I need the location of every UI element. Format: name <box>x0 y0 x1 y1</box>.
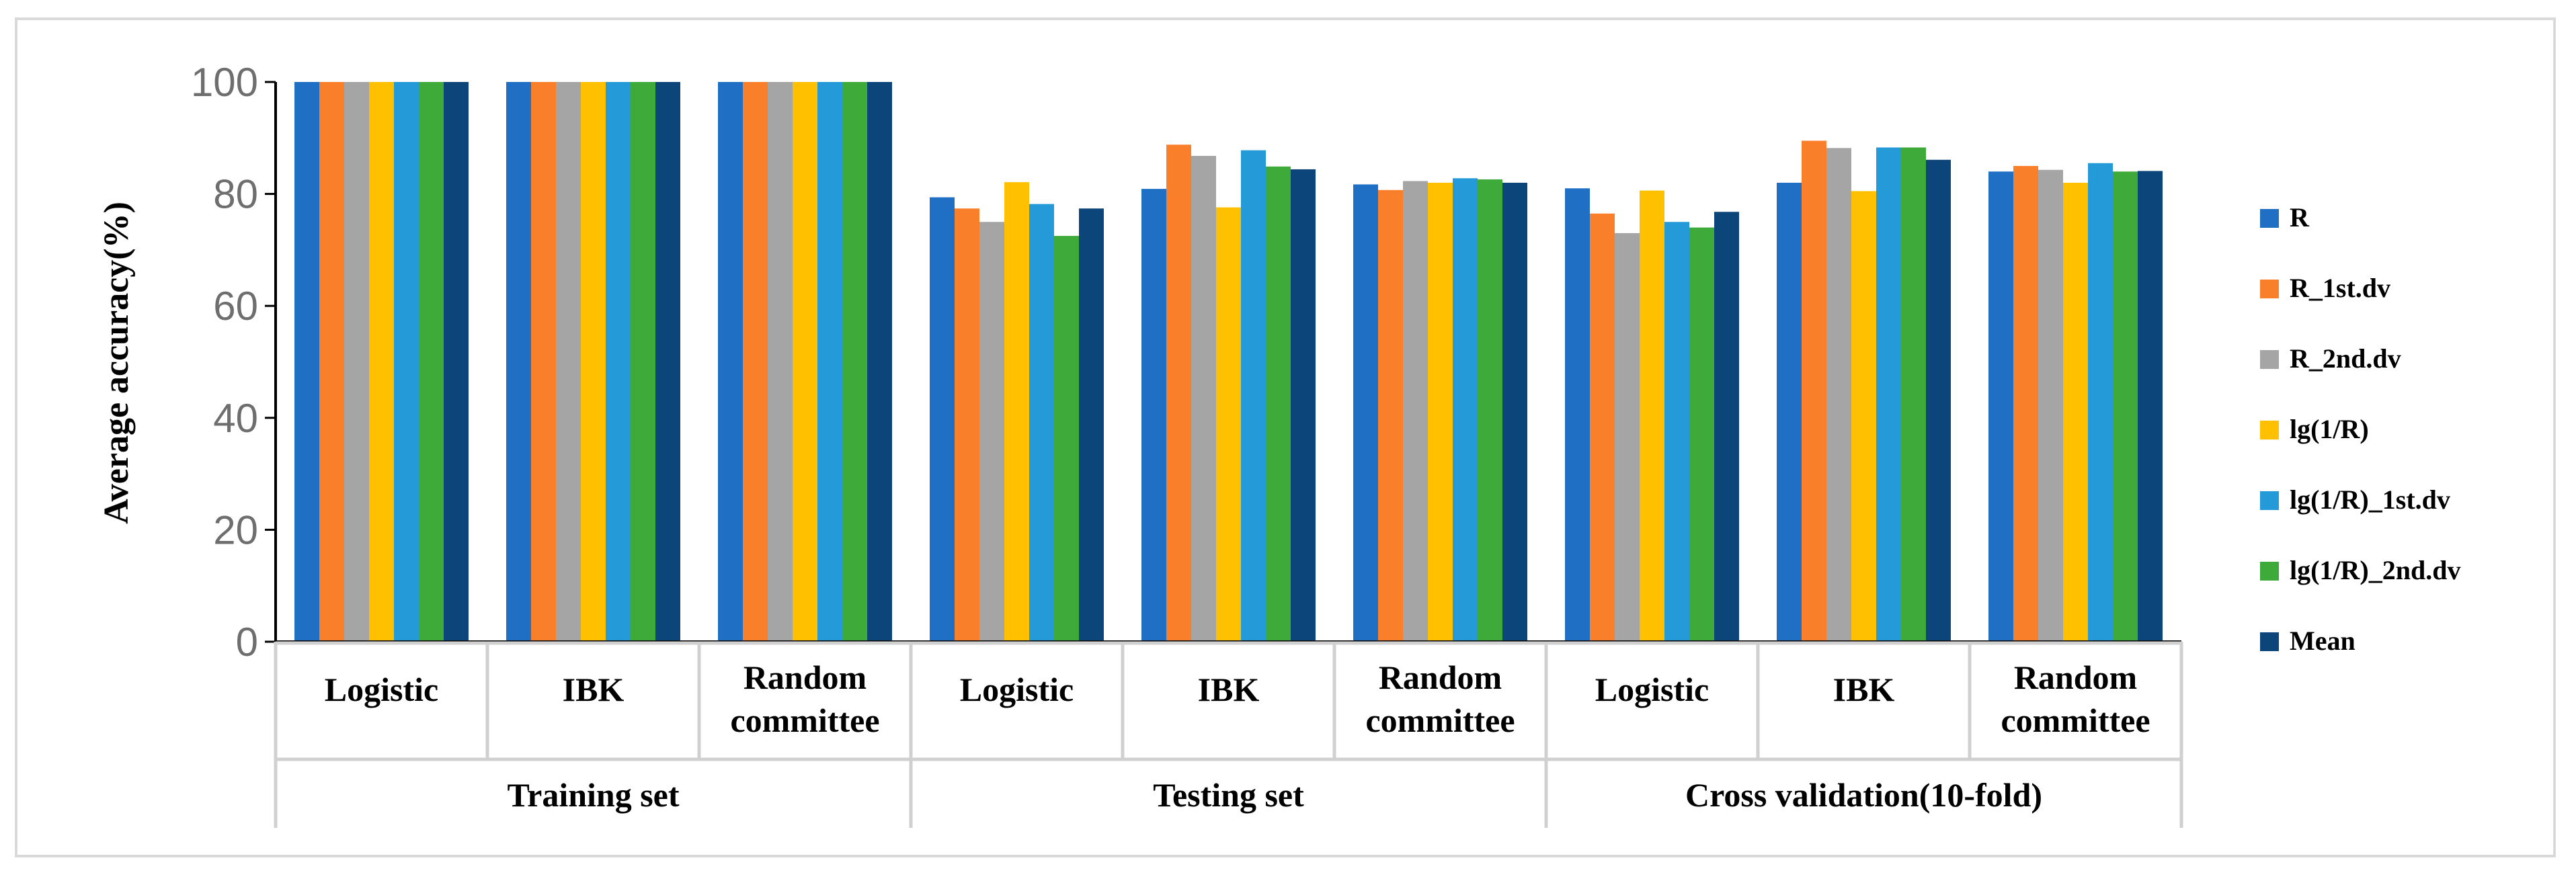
bar-mean <box>655 82 680 642</box>
bar-lg-1-r-1st-dv <box>394 82 419 642</box>
bar-lg-1-r-1st-dv <box>1876 147 1901 642</box>
bar-lg-1-r-2nd-dv <box>419 82 444 642</box>
bar-r-2nd-dv <box>1826 148 1851 642</box>
bar-lg-1-r-1st-dv <box>1664 222 1689 642</box>
bar-r-1st-dv <box>531 82 556 642</box>
bar-lg-1-r-1st-dv <box>2088 163 2113 642</box>
legend-label: Mean <box>2290 626 2356 656</box>
bar-lg-1-r-2nd-dv <box>1478 179 1502 642</box>
category-label: IBK <box>1198 671 1260 708</box>
legend-swatch <box>2260 350 2279 369</box>
bar-mean <box>1079 208 1104 642</box>
y-tick-label: 100 <box>191 60 258 105</box>
bar-r <box>1141 189 1166 642</box>
group-label: Training set <box>507 776 679 814</box>
category-label: Logistic <box>960 671 1074 708</box>
bar-mean <box>1291 169 1316 642</box>
bar-r <box>506 82 531 642</box>
bar-lg-1-r- <box>1004 182 1029 642</box>
bar-mean <box>1926 159 1951 642</box>
bar-r-2nd-dv <box>2038 169 2063 642</box>
bar-r <box>1565 188 1590 642</box>
bar-r-2nd-dv <box>979 222 1004 642</box>
bar-r <box>294 82 319 642</box>
bar-r <box>930 197 955 642</box>
bar-lg-1-r-2nd-dv <box>1054 236 1079 642</box>
bar-lg-1-r- <box>793 82 817 642</box>
bar-r <box>1353 184 1378 642</box>
bar-lg-1-r- <box>369 82 394 642</box>
y-tick-label: 60 <box>213 284 258 329</box>
y-axis-label: Average accuracy(%) <box>97 202 136 524</box>
legend-label: R <box>2290 202 2310 233</box>
bar-r-1st-dv <box>1166 144 1191 642</box>
legend-label: lg(1/R)_1st.dv <box>2290 484 2450 515</box>
bar-r-1st-dv <box>955 208 979 642</box>
category-label: Random committee <box>2001 659 2150 739</box>
bar-r-1st-dv <box>1378 189 1403 642</box>
bar-r-2nd-dv <box>344 82 369 642</box>
bar-mean <box>2138 171 2163 642</box>
legend-swatch <box>2260 491 2279 510</box>
bar-lg-1-r- <box>1216 207 1241 642</box>
bar-r-1st-dv <box>743 82 768 642</box>
bar-mean <box>1714 212 1739 642</box>
bar-lg-1-r-1st-dv <box>1241 150 1266 642</box>
legend-swatch <box>2260 280 2279 298</box>
bar-mean <box>1502 182 1527 642</box>
legend-swatch <box>2260 209 2279 228</box>
category-label: Random committee <box>730 659 879 739</box>
bar-lg-1-r-1st-dv <box>606 82 631 642</box>
legend-swatch <box>2260 421 2279 439</box>
bar-lg-1-r-2nd-dv <box>1901 147 1926 642</box>
bar-r-2nd-dv <box>768 82 793 642</box>
category-label: Logistic <box>1595 671 1709 708</box>
legend-label: lg(1/R) <box>2290 414 2369 444</box>
bar-lg-1-r-1st-dv <box>1453 178 1478 642</box>
bar-lg-1-r- <box>1640 190 1664 642</box>
bar-r <box>718 82 743 642</box>
bar-r-1st-dv <box>1802 140 1826 642</box>
bar-r-2nd-dv <box>1403 181 1428 642</box>
group-label: Cross validation(10-fold) <box>1685 776 2042 814</box>
y-tick-label: 0 <box>236 620 258 665</box>
legend-label: R_2nd.dv <box>2290 343 2401 374</box>
legend-swatch <box>2260 562 2279 581</box>
bar-r <box>1777 182 1802 642</box>
group-label: Testing set <box>1153 776 1304 814</box>
bar-r <box>1988 171 2013 642</box>
legend-label: R_1st.dv <box>2290 273 2390 303</box>
bar-r-1st-dv <box>1590 213 1615 642</box>
bar-lg-1-r- <box>581 82 606 642</box>
bar-lg-1-r-2nd-dv <box>842 82 867 642</box>
category-label: Random committee <box>1365 659 1515 739</box>
category-label: IBK <box>1833 671 1895 708</box>
bar-lg-1-r-2nd-dv <box>631 82 655 642</box>
bar-r-2nd-dv <box>1191 155 1216 642</box>
bar-lg-1-r-2nd-dv <box>1266 166 1291 642</box>
y-tick-label: 20 <box>213 507 258 552</box>
bar-lg-1-r- <box>2063 182 2088 642</box>
bar-lg-1-r- <box>1851 191 1876 642</box>
bar-r-2nd-dv <box>1615 233 1640 642</box>
y-tick-label: 40 <box>213 396 258 441</box>
bar-r-2nd-dv <box>556 82 581 642</box>
bar-lg-1-r-2nd-dv <box>1689 227 1714 642</box>
legend-label: lg(1/R)_2nd.dv <box>2290 555 2461 585</box>
category-label: IBK <box>563 671 625 708</box>
bar-lg-1-r- <box>1428 182 1453 642</box>
y-tick-label: 80 <box>213 172 258 217</box>
bar-lg-1-r-1st-dv <box>1029 204 1054 642</box>
legend-swatch <box>2260 632 2279 651</box>
bar-lg-1-r-1st-dv <box>817 82 842 642</box>
bar-mean <box>444 82 469 642</box>
bar-lg-1-r-2nd-dv <box>2113 171 2138 642</box>
category-label: Logistic <box>325 671 438 708</box>
bar-mean <box>867 82 892 642</box>
bar-r-1st-dv <box>319 82 344 642</box>
bar-r-1st-dv <box>2013 165 2038 642</box>
